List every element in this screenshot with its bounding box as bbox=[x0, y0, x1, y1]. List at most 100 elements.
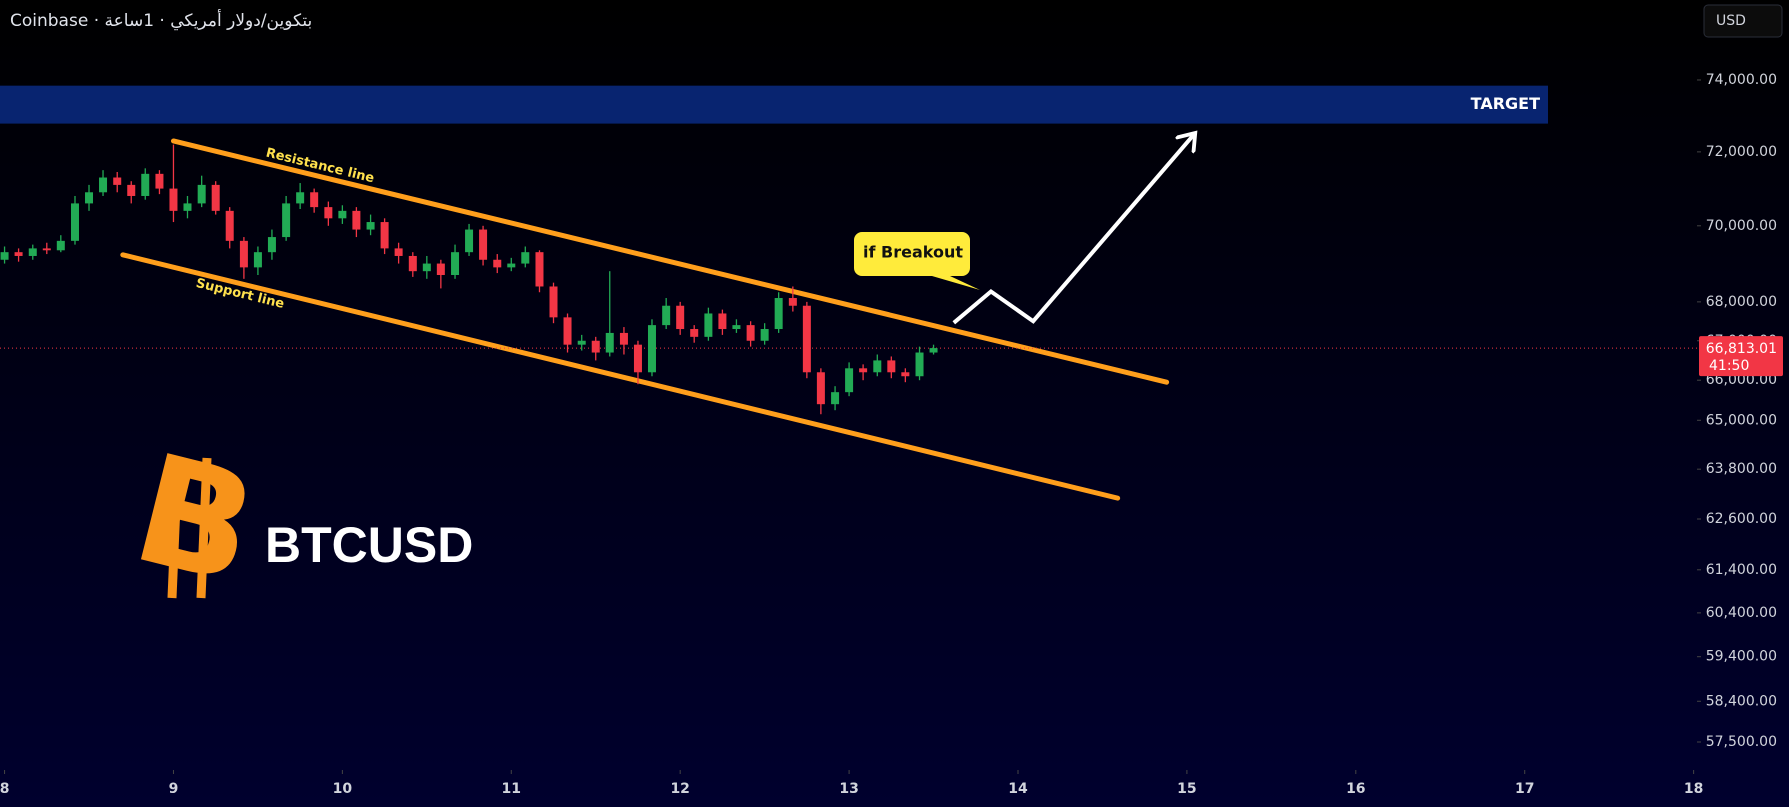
candle-body bbox=[394, 248, 403, 256]
candle-body bbox=[99, 177, 108, 193]
candle-body bbox=[310, 192, 319, 208]
price-tag bbox=[1699, 336, 1783, 377]
candle-body bbox=[225, 210, 234, 241]
currency-label[interactable]: USD bbox=[1716, 13, 1746, 29]
x-tick-label: 14 bbox=[1008, 781, 1028, 797]
resistance-line bbox=[170, 138, 1170, 385]
callout-bubble bbox=[854, 232, 980, 290]
y-tick-label: 66,000.00 bbox=[1706, 372, 1777, 388]
y-tick-label: 72,000.00 bbox=[1706, 144, 1777, 160]
x-tick-label: 12 bbox=[670, 781, 689, 797]
candle-body bbox=[14, 252, 23, 256]
candle-body bbox=[577, 340, 586, 345]
candle-body bbox=[479, 229, 488, 260]
candle-body bbox=[352, 210, 361, 230]
y-tick-label: 57,500.00 bbox=[1706, 734, 1777, 750]
candle-body bbox=[296, 192, 305, 204]
candle-body bbox=[56, 240, 65, 251]
candle-body bbox=[929, 348, 938, 353]
candle-body bbox=[873, 360, 882, 373]
candle-body bbox=[563, 317, 572, 345]
candle-body bbox=[901, 372, 910, 377]
candle-body bbox=[760, 329, 769, 341]
candle-body bbox=[788, 298, 797, 306]
candle-body bbox=[816, 372, 825, 405]
y-tick-label: 65,000.00 bbox=[1706, 412, 1777, 428]
candle-body bbox=[718, 313, 727, 330]
candle-body bbox=[282, 203, 291, 238]
symbol-label: BTCUSD bbox=[265, 517, 473, 573]
candle-body bbox=[535, 252, 544, 287]
candle-body bbox=[802, 305, 811, 373]
candle-body bbox=[662, 305, 671, 326]
candle-body bbox=[239, 240, 248, 268]
candle-body bbox=[591, 340, 600, 353]
candle-body bbox=[197, 184, 206, 204]
candle-body bbox=[549, 286, 558, 318]
x-tick-label: 9 bbox=[169, 781, 179, 797]
candle-body bbox=[915, 352, 924, 377]
candle-body bbox=[704, 313, 713, 337]
logo-bar bbox=[196, 457, 212, 599]
candle-body bbox=[507, 263, 516, 268]
candle-body bbox=[493, 259, 502, 268]
candle-body bbox=[42, 248, 51, 251]
candle-body bbox=[183, 203, 192, 211]
x-tick-label: 16 bbox=[1346, 781, 1365, 797]
countdown-label: 41:50 bbox=[1709, 358, 1749, 374]
currency-button[interactable] bbox=[1703, 4, 1783, 38]
y-tick-label: 70,000.00 bbox=[1706, 218, 1777, 234]
support-line bbox=[120, 252, 1121, 501]
target-zone bbox=[0, 85, 1548, 124]
price-tag-label: 66,813.01 bbox=[1706, 341, 1777, 357]
callout-label: if Breakout bbox=[863, 243, 963, 262]
y-tick-label: 61,400.00 bbox=[1706, 562, 1777, 578]
candle-body bbox=[211, 184, 220, 211]
candle-body bbox=[521, 252, 530, 264]
x-tick-label: 15 bbox=[1177, 781, 1196, 797]
candle-body bbox=[70, 203, 79, 241]
candle-body bbox=[408, 255, 417, 272]
candle-body bbox=[676, 305, 685, 330]
candle-body bbox=[155, 173, 164, 189]
chart-title: Coinbase · بتكوين/دولار أمريكي · 1ساعة bbox=[10, 9, 312, 31]
y-tick-label: 58,400.00 bbox=[1706, 693, 1777, 709]
candle-body bbox=[690, 329, 699, 337]
candle-body bbox=[85, 192, 94, 204]
x-tick-label: 18 bbox=[1684, 781, 1703, 797]
candle-body bbox=[774, 298, 783, 330]
candle-body bbox=[605, 332, 614, 353]
candle-body bbox=[267, 237, 276, 253]
candle-body bbox=[253, 252, 262, 268]
breakout-arrow bbox=[952, 135, 1194, 325]
y-tick-label: 74,000.00 bbox=[1706, 72, 1777, 88]
candle-body bbox=[380, 222, 389, 249]
candle-body bbox=[338, 210, 347, 219]
y-tick-label: 60,400.00 bbox=[1706, 605, 1777, 621]
candle-body bbox=[859, 368, 868, 373]
candle-body bbox=[451, 252, 460, 275]
y-tick-label: 62,600.00 bbox=[1706, 511, 1777, 527]
candle-body bbox=[324, 207, 333, 219]
candle-body bbox=[732, 325, 741, 330]
candle-body bbox=[633, 344, 642, 373]
y-tick-label: 68,000.00 bbox=[1706, 294, 1777, 310]
candle-body bbox=[887, 360, 896, 373]
x-tick-label: 11 bbox=[502, 781, 521, 797]
candle-body bbox=[366, 222, 375, 230]
candle-body bbox=[141, 173, 150, 196]
x-tick-label: 8 bbox=[0, 781, 9, 797]
x-tick-label: 10 bbox=[333, 781, 353, 797]
target-label: TARGET bbox=[1471, 94, 1540, 113]
candle-body bbox=[113, 177, 122, 185]
candle-body bbox=[619, 332, 628, 345]
candle-body bbox=[127, 184, 136, 196]
candle-body bbox=[465, 229, 474, 253]
candle-body bbox=[831, 392, 840, 405]
x-tick-label: 17 bbox=[1515, 781, 1534, 797]
x-tick-label: 13 bbox=[839, 781, 858, 797]
candle-body bbox=[845, 368, 854, 393]
